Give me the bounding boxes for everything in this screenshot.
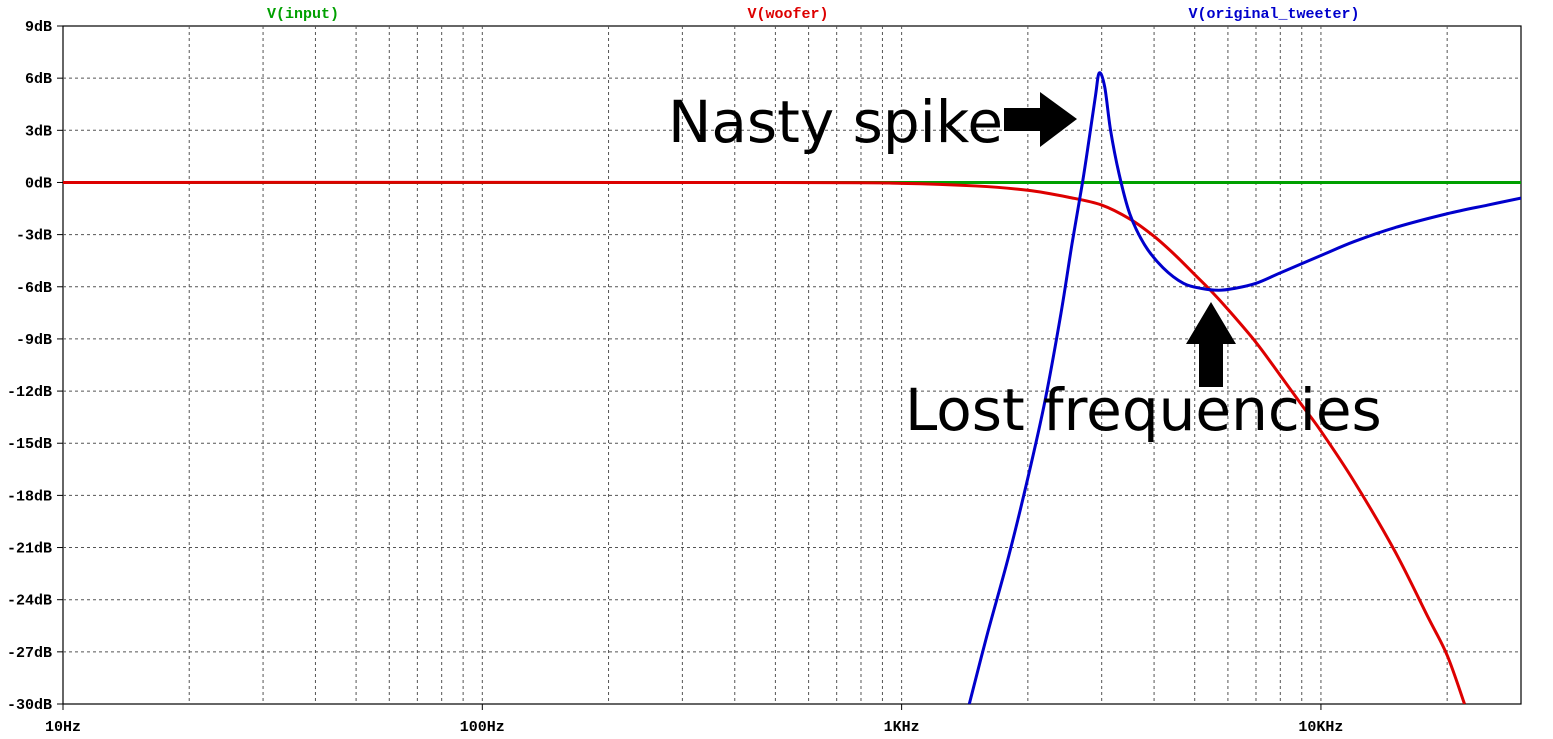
y-tick-label: -24dB xyxy=(7,593,52,610)
y-tick-label: -6dB xyxy=(16,280,52,297)
series-line-v-woofer xyxy=(63,180,1466,704)
y-tick-label: -21dB xyxy=(7,541,52,558)
y-tick-label: -3dB xyxy=(16,228,52,245)
up-arrow-icon xyxy=(1186,302,1236,387)
y-tick-label: -15dB xyxy=(7,436,52,453)
y-tick-label: -30dB xyxy=(7,697,52,714)
y-tick-label: -27dB xyxy=(7,645,52,662)
y-tick-label: -12dB xyxy=(7,384,52,401)
y-tick-label: -9dB xyxy=(16,332,52,349)
annotation-lost-frequencies-label: Lost frequencies xyxy=(905,376,1382,444)
y-tick-label: 0dB xyxy=(25,175,52,192)
legend-v-original-tweeter: V(original_tweeter) xyxy=(1188,6,1359,23)
plot-frame xyxy=(62,25,1522,705)
legend: V(input) V(woofer) V(original_tweeter) xyxy=(267,6,1360,23)
x-tick-label: 10Hz xyxy=(45,719,81,736)
y-tick-label: 3dB xyxy=(25,123,52,140)
y-axis-labels: 9dB 6dB 3dB 0dB -3dB -6dB -9dB -12dB -15dB -18dB -… xyxy=(7,19,52,714)
series-line-v-original-tweeter xyxy=(967,71,1521,704)
x-axis-labels: 10Hz 100Hz 1KHz 10KHz xyxy=(45,704,1343,736)
annotation-nasty-spike: Nasty spike xyxy=(668,88,1077,156)
x-tick-label: 1KHz xyxy=(884,719,920,736)
right-arrow-icon xyxy=(1004,92,1077,147)
x-tick-label: 100Hz xyxy=(460,719,505,736)
legend-v-input: V(input) xyxy=(267,6,339,23)
grid xyxy=(57,25,1522,705)
curves xyxy=(63,71,1521,704)
y-tick-label: 9dB xyxy=(25,19,52,36)
annotation-nasty-spike-label: Nasty spike xyxy=(668,88,1003,156)
y-tick-label: 6dB xyxy=(25,71,52,88)
y-tick-label: -18dB xyxy=(7,488,52,505)
annotation-lost-frequencies: Lost frequencies xyxy=(905,302,1382,444)
x-tick-label: 10KHz xyxy=(1298,719,1343,736)
legend-v-woofer: V(woofer) xyxy=(747,6,828,23)
